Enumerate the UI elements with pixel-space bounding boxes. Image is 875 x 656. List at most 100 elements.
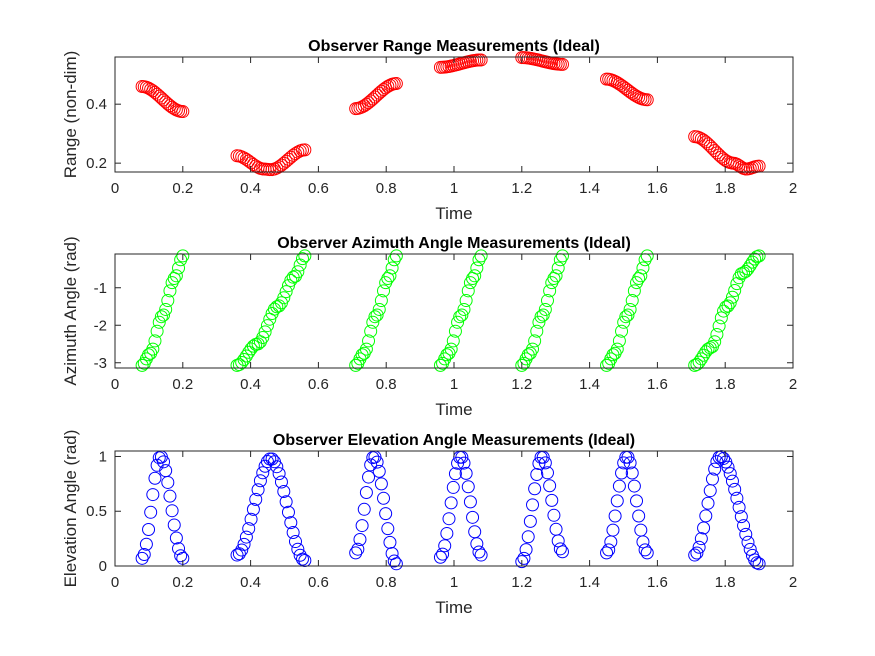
azimuth-x-tick-label: 0.8	[376, 376, 397, 393]
azimuth-marker	[277, 291, 291, 305]
azimuth-marker	[152, 315, 166, 329]
azimuth-marker	[748, 252, 762, 266]
elevation-y-tick-label: 0	[99, 558, 107, 575]
elevation-marker	[270, 460, 284, 474]
azimuth-marker	[389, 249, 403, 263]
azimuth-x-tick-label: 2	[789, 376, 797, 393]
azimuth-marker	[433, 358, 447, 372]
elevation-marker	[387, 554, 401, 568]
azimuth-marker	[296, 252, 309, 266]
elevation-y-tick-label: 0.5	[86, 503, 107, 520]
elevation-marker	[630, 494, 644, 508]
elevation-marker	[237, 537, 251, 551]
elevation-marker	[553, 542, 567, 556]
elevation-marker	[463, 495, 477, 509]
range-x-tick-label: 1.4	[579, 180, 600, 197]
elevation-marker	[540, 466, 554, 480]
elevation-x-tick-label: 1.4	[579, 574, 600, 591]
elevation-marker	[608, 509, 622, 523]
azimuth-marker	[279, 285, 293, 299]
elevation-marker	[521, 530, 535, 544]
elevation-marker	[265, 452, 279, 466]
elevation-marker	[515, 555, 529, 569]
elevation-marker	[442, 512, 456, 526]
azimuth-marker	[291, 265, 305, 279]
elevation-marker	[244, 512, 258, 526]
azimuth-marker	[235, 356, 249, 370]
elevation-marker	[555, 545, 569, 559]
azimuth-subplot: 0 0.2 0.4 0.6 0.8 1 1.2 1.4 1.6 1.8 2 -1 -2 -3 Observe…	[61, 235, 797, 419]
elevation-y-axis-label: Elevation Angle (rad)	[61, 430, 80, 588]
elevation-marker	[298, 554, 312, 568]
range-x-tick-label: 0.2	[172, 180, 193, 197]
elevation-marker	[349, 546, 363, 560]
elevation-marker	[357, 502, 371, 516]
range-x-tick-label: 0.4	[240, 180, 261, 197]
elevation-marker	[752, 557, 766, 571]
elevation-marker	[636, 535, 650, 549]
azimuth-marker	[383, 269, 397, 283]
azimuth-marker	[534, 310, 548, 324]
azimuth-marker	[600, 358, 614, 372]
azimuth-marker	[172, 261, 186, 275]
elevation-x-tick-label: 0	[111, 574, 119, 591]
azimuth-x-tick-label: 0.2	[172, 376, 193, 393]
elevation-marker	[602, 543, 616, 557]
range-marker	[242, 154, 256, 168]
azimuth-marker	[370, 308, 384, 322]
azimuth-marker	[457, 302, 471, 316]
azimuth-marker	[239, 349, 253, 363]
azimuth-marker	[474, 249, 488, 263]
azimuth-marker	[372, 302, 386, 316]
elevation-marker	[519, 543, 533, 557]
elevation-marker	[174, 549, 188, 563]
elevation-marker	[251, 483, 265, 497]
azimuth-marker	[298, 249, 312, 263]
elevation-marker	[723, 467, 737, 481]
elevation-marker	[461, 480, 475, 494]
range-marker	[619, 82, 633, 96]
azimuth-marker	[135, 358, 149, 372]
elevation-marker	[235, 543, 249, 557]
elevation-marker	[692, 540, 706, 554]
elevation-marker	[165, 504, 179, 518]
elevation-marker	[296, 552, 309, 566]
elevation-marker	[436, 547, 450, 561]
azimuth-x-ticks: 0 0.2 0.4 0.6 0.8 1 1.2 1.4 1.6 1.8 2	[111, 254, 797, 393]
elevation-marker	[256, 466, 270, 480]
azimuth-marker	[448, 324, 462, 338]
elevation-marker	[249, 492, 263, 506]
azimuth-marker	[163, 284, 177, 298]
range-marker	[708, 144, 722, 158]
range-marker	[615, 78, 629, 92]
azimuth-plot-area	[115, 254, 793, 368]
azimuth-marker	[455, 308, 469, 322]
azimuth-marker	[623, 302, 637, 316]
azimuth-marker	[737, 266, 751, 280]
azimuth-marker	[615, 324, 629, 338]
elevation-marker	[364, 458, 378, 472]
azimuth-x-axis-label: Time	[435, 400, 472, 419]
elevation-marker	[530, 467, 544, 481]
elevation-marker	[370, 455, 384, 469]
elevation-marker	[466, 510, 480, 524]
elevation-marker	[627, 479, 641, 493]
elevation-x-tick-label: 1.2	[511, 574, 532, 591]
elevation-marker	[615, 466, 629, 480]
azimuth-marker	[470, 261, 484, 275]
elevation-x-tick-label: 1.8	[715, 574, 736, 591]
range-marker	[705, 141, 719, 155]
azimuth-marker	[232, 358, 246, 372]
azimuth-marker	[468, 269, 482, 283]
range-subplot: 0 0.2 0.4 0.6 0.8 1 1.2 1.4 1.6 1.8 20.20.4Observe…	[61, 38, 797, 223]
elevation-marker	[139, 537, 153, 551]
azimuth-marker	[161, 294, 175, 308]
range-marker	[355, 100, 369, 114]
azimuth-marker	[640, 249, 654, 263]
elevation-marker	[545, 493, 559, 507]
range-x-tick-label: 1	[450, 180, 458, 197]
range-chart-title: Observer Range Measurements (Ideal)	[308, 38, 600, 55]
range-marker	[161, 97, 175, 111]
azimuth-marker	[617, 315, 631, 329]
azimuth-marker	[549, 269, 563, 283]
